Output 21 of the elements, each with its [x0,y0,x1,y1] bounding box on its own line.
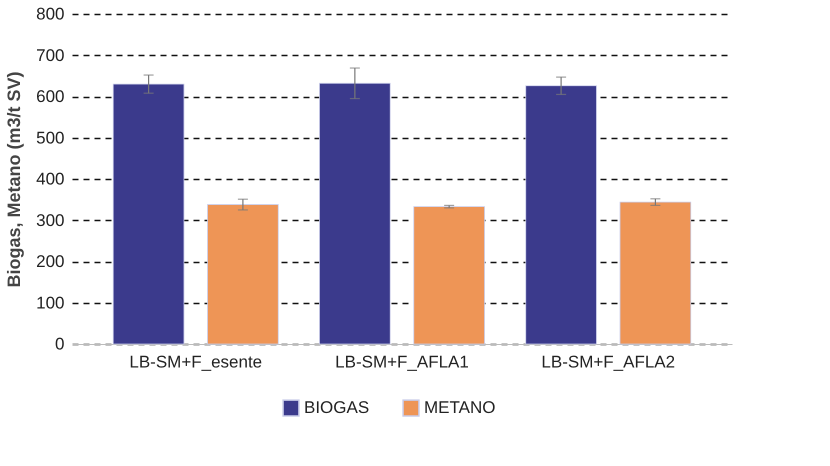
bar [620,202,692,344]
y-tick-label: 400 [36,170,64,188]
legend-label: BIOGAS [304,398,370,418]
y-tick-label: 300 [36,210,64,230]
y-axis-title: Biogas, Metano (m3/t SV) [4,71,24,288]
bar [525,85,597,344]
x-tick-label: LB-SM+F_AFLA2 [541,352,676,372]
y-tick-label: 700 [36,46,64,65]
y-tick-label: 200 [36,252,64,271]
bar [413,206,485,344]
y-tick-label: 100 [36,293,64,312]
legend-label: METANO [424,398,496,418]
y-tick-label: 0 [55,334,64,354]
y-tick-label: 600 [36,87,64,106]
bar [319,82,391,344]
y-tick-label: 800 [36,4,64,24]
y-tick-label: 500 [36,128,64,148]
x-tick-label: LB-SM+F_AFLA1 [335,352,469,372]
bar [207,204,279,344]
bar [112,84,184,344]
x-tick-label: LB-SM+F_esente [129,352,262,372]
